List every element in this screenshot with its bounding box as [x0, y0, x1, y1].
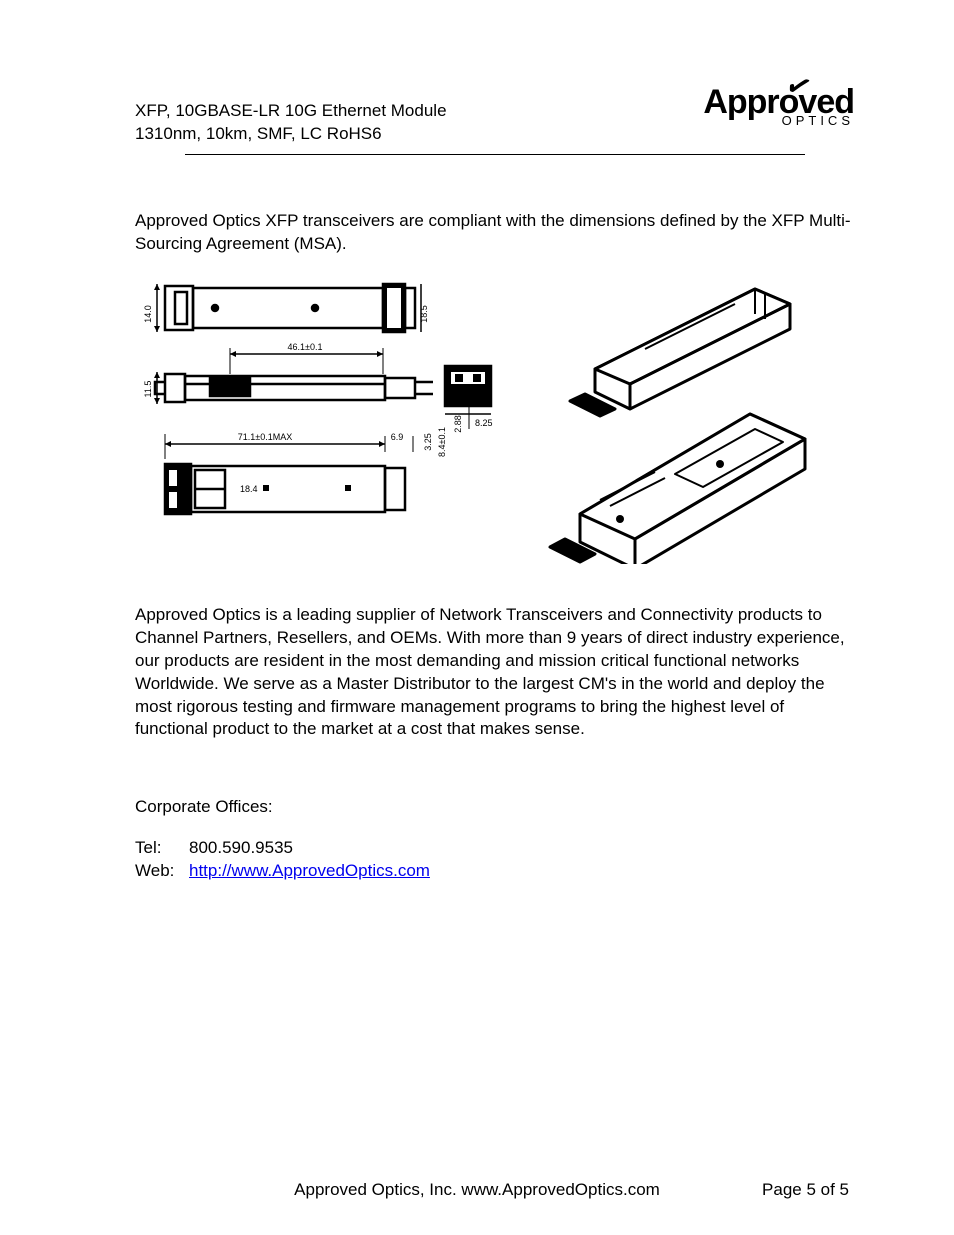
dim-bot-label: 18.4 [240, 484, 258, 494]
header: XFP, 10GBASE-LR 10G Ethernet Module 1310… [135, 80, 854, 146]
contact-block: Tel: 800.590.9535 Web: http://www.Approv… [135, 837, 854, 883]
dim-v4: 8.25 [475, 418, 493, 428]
dim-v2: 8.4±0.1 [437, 427, 447, 457]
header-text: XFP, 10GBASE-LR 10G Ethernet Module 1310… [135, 80, 447, 146]
dim-len-mid: 46.1±0.1 [288, 342, 323, 352]
logo: ✓ Approved OPTICS [703, 80, 854, 126]
corporate-offices-label: Corporate Offices: [135, 796, 854, 819]
dimension-diagram: 14.0 18.5 46.1±0.1 [135, 274, 495, 564]
header-rule [185, 154, 805, 155]
diagram-row: 14.0 18.5 46.1±0.1 [135, 274, 854, 564]
footer-page-number: Page 5 of 5 [762, 1180, 849, 1200]
intro-paragraph: Approved Optics XFP transceivers are com… [135, 210, 854, 256]
tel-value: 800.590.9535 [189, 837, 293, 860]
contact-tel-row: Tel: 800.590.9535 [135, 837, 854, 860]
tel-label: Tel: [135, 837, 189, 860]
about-paragraph: Approved Optics is a leading supplier of… [135, 604, 854, 742]
page: XFP, 10GBASE-LR 10G Ethernet Module 1310… [0, 0, 954, 1235]
dim-tail: 6.9 [391, 432, 404, 442]
dim-total-len: 71.1±0.1MAX [238, 432, 292, 442]
dim-v3: 2.88 [453, 415, 463, 433]
dim-v1: 3.25 [423, 433, 433, 451]
dim-h-mid: 11.5 [143, 380, 153, 397]
contact-web-row: Web: http://www.ApprovedOptics.com [135, 860, 854, 883]
web-link[interactable]: http://www.ApprovedOptics.com [189, 860, 430, 883]
dim-h-top: 14.0 [143, 305, 153, 323]
web-label: Web: [135, 860, 189, 883]
header-line-2: 1310nm, 10km, SMF, LC RoHS6 [135, 123, 447, 146]
header-line-1: XFP, 10GBASE-LR 10G Ethernet Module [135, 100, 447, 123]
isometric-diagram [525, 274, 835, 564]
